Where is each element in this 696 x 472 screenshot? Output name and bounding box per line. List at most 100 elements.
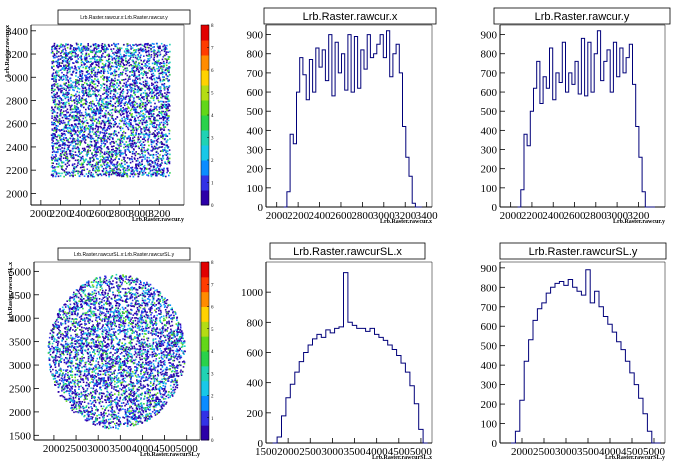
heatmap-cell bbox=[168, 129, 171, 132]
heatmap-cell bbox=[114, 121, 116, 123]
heatmap-cell bbox=[63, 125, 66, 128]
heatmap-cell bbox=[96, 166, 98, 168]
heatmap-cell bbox=[102, 78, 104, 80]
heatmap-cell bbox=[104, 70, 106, 73]
heatmap-cell bbox=[68, 149, 71, 152]
heatmap-cell bbox=[78, 122, 80, 125]
heatmap-cell bbox=[56, 50, 59, 53]
heatmap-cell bbox=[168, 132, 171, 135]
heatmap-cell bbox=[88, 133, 91, 135]
heatmap-cell bbox=[52, 123, 55, 126]
heatmap-cell bbox=[101, 110, 103, 112]
heatmap-cell bbox=[128, 281, 130, 283]
heatmap-cell bbox=[106, 79, 108, 82]
heatmap-cell bbox=[95, 145, 98, 148]
heatmap-cell bbox=[107, 171, 110, 173]
heatmap-cell bbox=[51, 136, 54, 139]
heatmap-cell bbox=[141, 143, 143, 145]
heatmap-cell bbox=[111, 97, 113, 99]
heatmap-cell bbox=[139, 136, 142, 138]
heatmap-cell bbox=[77, 87, 79, 90]
heatmap-cell bbox=[136, 420, 139, 423]
heatmap-cell bbox=[87, 175, 89, 178]
heatmap-cell bbox=[128, 61, 131, 64]
heatmap-cell bbox=[53, 44, 56, 47]
heatmap-cell bbox=[90, 71, 93, 73]
heatmap-cell bbox=[90, 101, 92, 103]
heatmap-cell bbox=[76, 143, 79, 146]
heatmap-cell bbox=[72, 51, 75, 53]
heatmap-cell bbox=[161, 71, 164, 74]
heatmap-cell bbox=[92, 119, 94, 121]
heatmap-cell bbox=[110, 78, 113, 81]
heatmap-cell bbox=[61, 68, 63, 70]
heatmap-cell bbox=[105, 90, 107, 92]
heatmap-cell bbox=[160, 132, 163, 135]
heatmap-cell bbox=[144, 107, 147, 109]
heatmap-cell bbox=[132, 143, 134, 146]
heatmap-cell bbox=[96, 125, 99, 128]
heatmap-cell bbox=[99, 99, 101, 101]
heatmap-cell bbox=[139, 119, 142, 122]
heatmap-cell bbox=[99, 160, 102, 162]
heatmap-cell bbox=[109, 133, 112, 136]
heatmap-cell bbox=[156, 173, 158, 176]
heatmap-cell bbox=[146, 46, 149, 49]
heatmap-cell bbox=[117, 79, 120, 81]
heatmap-cell bbox=[139, 56, 142, 59]
heatmap-cell bbox=[123, 55, 125, 58]
heatmap-cell bbox=[119, 53, 122, 56]
heatmap-cell bbox=[164, 126, 167, 128]
heatmap-cell bbox=[146, 87, 149, 90]
heatmap-cell bbox=[157, 137, 160, 140]
heatmap-cell bbox=[107, 159, 110, 161]
heatmap-cell bbox=[68, 102, 70, 105]
heatmap-cell bbox=[103, 161, 106, 164]
heatmap-cell bbox=[52, 148, 54, 150]
heatmap-cell bbox=[75, 124, 78, 127]
heatmap-cell bbox=[61, 116, 64, 119]
heatmap-cell bbox=[64, 106, 67, 108]
heatmap-cell bbox=[154, 414, 157, 416]
heatmap-cell bbox=[102, 379, 105, 382]
heatmap-cell bbox=[53, 110, 56, 112]
heatmap-cell bbox=[51, 128, 54, 130]
heatmap-cell bbox=[134, 74, 136, 77]
heatmap-cell bbox=[164, 97, 166, 99]
heatmap-cell bbox=[68, 84, 70, 87]
heatmap-cell bbox=[82, 157, 84, 160]
heatmap-cell bbox=[90, 127, 92, 130]
heatmap-cell bbox=[138, 62, 141, 64]
heatmap-cell bbox=[146, 100, 148, 102]
heatmap-cell bbox=[157, 152, 159, 155]
heatmap-cell bbox=[115, 150, 117, 152]
heatmap-cell bbox=[81, 290, 83, 293]
heatmap-cell bbox=[134, 56, 137, 59]
heatmap-cell bbox=[114, 65, 117, 68]
heatmap-cell bbox=[128, 157, 131, 160]
heatmap-cell bbox=[62, 48, 64, 51]
heatmap-cell bbox=[52, 142, 55, 145]
heatmap-cell bbox=[70, 56, 72, 58]
heatmap-cell bbox=[107, 60, 109, 63]
heatmap-cell bbox=[81, 170, 83, 172]
heatmap-cell bbox=[91, 88, 93, 90]
heatmap-cell bbox=[127, 146, 130, 149]
heatmap-cell bbox=[66, 128, 69, 130]
heatmap-cell bbox=[87, 150, 89, 152]
heatmap-cell bbox=[113, 134, 115, 137]
heatmap-cell bbox=[73, 167, 75, 170]
x-tick-label: 2600 bbox=[564, 210, 587, 222]
heatmap-cell bbox=[81, 349, 84, 352]
heatmap-cell bbox=[148, 112, 150, 115]
heatmap-cell bbox=[112, 171, 114, 174]
heatmap-cell bbox=[118, 138, 120, 141]
heatmap-cell bbox=[123, 79, 125, 81]
heatmap-cell bbox=[120, 65, 122, 67]
heatmap-cell bbox=[97, 161, 100, 163]
heatmap-cell bbox=[142, 118, 145, 121]
heatmap-cell bbox=[159, 91, 162, 94]
heatmap-cell bbox=[110, 156, 112, 158]
heatmap-cell bbox=[132, 169, 134, 171]
heatmap-cell bbox=[106, 394, 108, 396]
